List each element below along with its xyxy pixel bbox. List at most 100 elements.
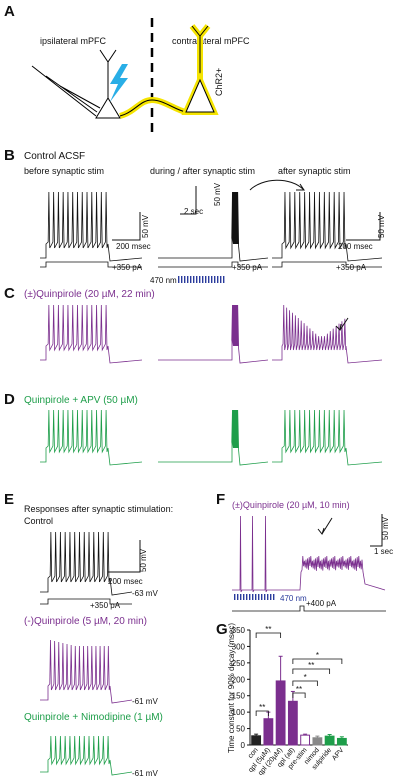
panel-title: (±)Quinpirole (20 µM, 10 min) <box>232 500 350 510</box>
light-pulse <box>249 594 251 600</box>
panel-title: Quinpirole + APV (50 µM) <box>24 395 138 406</box>
current-label: +350 pA <box>336 263 367 272</box>
light-pulse <box>234 594 236 600</box>
arrow <box>335 317 349 332</box>
significance-label: ** <box>259 703 265 712</box>
current-step <box>40 598 132 605</box>
axon <box>119 99 187 117</box>
light-pulse <box>223 276 225 283</box>
scale-label: 200 msec <box>108 577 143 586</box>
light-pulse <box>187 276 189 283</box>
bar <box>263 718 274 746</box>
light-pulse <box>196 276 198 283</box>
significance-bracket <box>292 658 343 664</box>
scale-label: 50 mV <box>377 214 386 238</box>
trace <box>40 409 143 466</box>
panel-label: C <box>4 285 15 302</box>
scale-label: 1 sec <box>374 547 393 556</box>
light-pulse <box>208 276 210 283</box>
panel-label: F <box>216 491 225 508</box>
light-pulse <box>184 276 186 283</box>
significance-label: ** <box>308 661 314 670</box>
light-pulse <box>264 594 266 600</box>
significance-bracket <box>255 710 269 716</box>
scale-bar <box>112 212 141 241</box>
light-pulse <box>246 594 248 600</box>
label: after synaptic stim <box>278 166 351 176</box>
scale-label: 200 msec <box>116 242 151 251</box>
bar <box>324 735 335 746</box>
light-pulse <box>258 594 260 600</box>
y-tick-label: 0 <box>241 741 246 750</box>
light-pulse <box>202 276 204 283</box>
y-tick-label: 350 <box>232 626 246 635</box>
current-label: +400 pA <box>306 599 337 608</box>
y-tick-label: 50 <box>236 725 245 734</box>
current-step <box>232 605 386 612</box>
significance-bracket <box>292 668 331 674</box>
light-pulse <box>237 594 239 600</box>
light-pulse <box>205 276 207 283</box>
light-pulse <box>181 276 183 283</box>
current-label: +350 pA <box>90 601 121 610</box>
current-step <box>40 261 142 268</box>
label: before synaptic stim <box>24 166 104 176</box>
trace <box>40 191 143 262</box>
light-pulse <box>240 594 242 600</box>
y-tick-label: 150 <box>232 692 246 701</box>
label: ipsilateral mPFC <box>40 36 107 46</box>
scale-label: 50 mV <box>213 182 222 206</box>
label: ChR2+ <box>214 68 224 96</box>
arrow <box>317 517 333 536</box>
trace <box>158 409 269 466</box>
rest-label: -63 mV <box>132 589 158 598</box>
current-label: +350 pA <box>112 263 143 272</box>
label: Quinpirole + Nimodipine (1 µM) <box>24 712 163 723</box>
light-pulse <box>273 594 275 600</box>
scale-bar <box>346 212 381 241</box>
label: Control <box>24 516 53 526</box>
light-pulse <box>193 276 195 283</box>
arrow-head <box>296 183 305 191</box>
trace <box>40 639 133 704</box>
light-pulse <box>252 594 254 600</box>
panel-title: Control ACSF <box>24 151 85 162</box>
scale-bar <box>108 540 141 573</box>
significance-label: ** <box>296 685 302 694</box>
light-pulse <box>267 594 269 600</box>
label: contralateral mPFC <box>172 36 250 46</box>
y-tick-label: 300 <box>232 642 246 651</box>
light-pulse <box>261 594 263 600</box>
bar <box>336 737 347 746</box>
significance-bracket <box>255 632 282 638</box>
trace <box>272 304 383 364</box>
light-pulse <box>211 276 213 283</box>
bar <box>275 680 286 746</box>
light-label: 470 nm <box>150 276 177 285</box>
panel-label: E <box>4 491 14 508</box>
label: Responses after synaptic stimulation: <box>24 504 173 514</box>
label: (-)Quinpirole (5 µM, 20 min) <box>24 616 147 627</box>
scale-label: 2 sec <box>184 207 203 216</box>
light-pulse <box>214 276 216 283</box>
bar <box>300 734 311 746</box>
light-pulse <box>199 276 201 283</box>
y-tick-label: 250 <box>232 659 246 668</box>
panel-label: G <box>216 621 228 638</box>
neuron-contra <box>181 24 219 115</box>
scale-label: 50 mV <box>139 548 148 572</box>
light-pulse <box>243 594 245 600</box>
rest-label: -61 mV <box>132 697 158 706</box>
trace <box>272 409 383 466</box>
bar <box>251 735 262 746</box>
scale-bar <box>370 514 383 547</box>
y-axis-label: Time constant for 90% decay (msec) <box>227 623 236 753</box>
significance-bracket <box>292 680 318 686</box>
panel-label: A <box>4 3 15 20</box>
significance-label: * <box>304 673 307 682</box>
trace <box>232 515 386 593</box>
trace <box>40 735 133 776</box>
scale-bar <box>180 186 197 215</box>
current-step <box>158 261 268 268</box>
